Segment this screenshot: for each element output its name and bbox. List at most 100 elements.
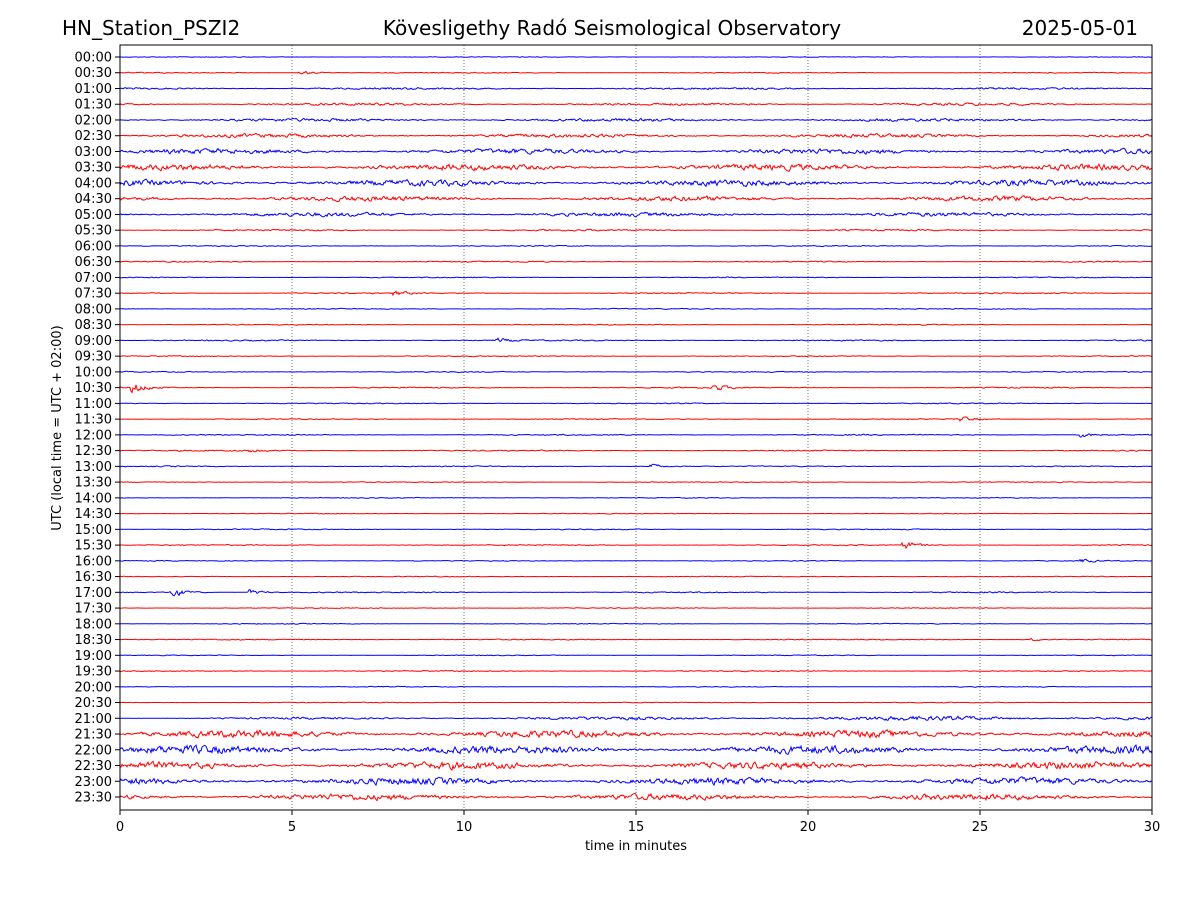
trace-0500 (119, 211, 1153, 218)
y-tick-label: 08:00 (75, 302, 112, 317)
trace-0730 (119, 290, 1153, 297)
y-tick-label: 11:30 (75, 413, 112, 428)
trace-0400 (119, 178, 1153, 188)
trace-1130 (120, 416, 1152, 422)
trace-2230 (119, 760, 1153, 771)
y-tick-label: 03:30 (75, 161, 112, 176)
y-tick-label: 09:00 (75, 334, 112, 349)
y-tick-label: 00:00 (75, 51, 112, 66)
trace-1900 (119, 654, 1153, 657)
trace-1830 (120, 637, 1153, 642)
y-tick-label: 02:30 (75, 129, 112, 144)
trace-2000 (119, 685, 1152, 688)
trace-1000 (119, 370, 1153, 374)
trace-1230 (120, 449, 1153, 453)
y-tick-label: 21:00 (75, 712, 112, 727)
y-tick-label: 10:30 (75, 381, 112, 396)
trace-1030 (119, 384, 1152, 394)
trace-2200 (119, 744, 1153, 756)
trace-0830 (120, 323, 1153, 326)
station-title: HN_Station_PSZI2 (62, 16, 240, 40)
trace-0000 (120, 56, 1153, 58)
y-tick-label: 19:00 (75, 649, 112, 664)
y-tick-label: 13:00 (75, 460, 112, 475)
y-tick-label: 23:30 (75, 791, 112, 806)
y-tick-label: 04:00 (75, 176, 112, 191)
trace-1600 (119, 558, 1153, 563)
trace-0230 (120, 132, 1153, 139)
y-tick-label: 22:30 (75, 759, 112, 774)
y-tick-label: 14:00 (75, 491, 112, 506)
trace-2130 (119, 729, 1153, 739)
trace-1400 (120, 496, 1152, 499)
trace-1330 (119, 481, 1153, 484)
y-tick-label: 22:00 (75, 743, 112, 758)
trace-1500 (119, 528, 1153, 531)
trace-0200 (119, 117, 1152, 122)
y-tick-label: 11:00 (75, 397, 112, 412)
trace-1430 (120, 512, 1153, 515)
y-tick-label: 02:00 (75, 113, 112, 128)
y-tick-label: 23:00 (75, 775, 112, 790)
trace-2030 (119, 701, 1152, 704)
y-tick-label: 20:00 (75, 680, 112, 695)
x-tick-label: 20 (800, 820, 817, 835)
y-tick-label: 00:30 (75, 66, 112, 81)
trace-0430 (119, 195, 1153, 203)
y-axis-label: UTC (local time = UTC + 02:00) (50, 325, 65, 530)
trace-0930 (119, 355, 1153, 358)
trace-0300 (119, 147, 1153, 155)
y-tick-label: 17:30 (75, 602, 112, 617)
trace-1800 (120, 622, 1153, 625)
trace-1530 (119, 541, 1153, 550)
trace-0800 (120, 307, 1152, 310)
y-tick-label: 16:30 (75, 570, 112, 585)
trace-1200 (119, 433, 1153, 438)
y-tick-label: 19:30 (75, 665, 112, 680)
y-tick-label: 15:00 (75, 523, 112, 538)
trace-1730 (120, 607, 1152, 610)
y-tick-label: 18:30 (75, 633, 112, 648)
trace-1630 (119, 575, 1153, 578)
y-tick-label: 16:00 (75, 554, 112, 569)
trace-2300 (119, 776, 1153, 787)
trace-1300 (120, 463, 1153, 468)
trace-1700 (119, 588, 1153, 597)
y-tick-label: 17:00 (75, 586, 112, 601)
trace-0030 (119, 70, 1153, 75)
y-tick-label: 15:30 (75, 539, 112, 554)
chart-title: Kövesligethy Radó Seismological Observat… (383, 16, 841, 40)
y-tick-label: 01:30 (75, 98, 112, 113)
trace-0630 (119, 260, 1153, 263)
y-tick-label: 14:30 (75, 507, 112, 522)
x-tick-label: 30 (1144, 820, 1161, 835)
trace-1930 (119, 669, 1153, 673)
y-tick-label: 09:30 (75, 350, 112, 365)
y-tick-label: 01:00 (75, 82, 112, 97)
y-tick-label: 05:30 (75, 224, 112, 239)
trace-0700 (119, 276, 1152, 279)
y-tick-label: 21:30 (75, 728, 112, 743)
trace-2100 (119, 715, 1153, 722)
y-tick-label: 13:30 (75, 476, 112, 491)
y-tick-label: 04:30 (75, 192, 112, 207)
trace-0530 (119, 228, 1153, 232)
x-tick-label: 25 (972, 820, 989, 835)
x-tick-label: 5 (288, 820, 296, 835)
trace-0900 (119, 337, 1153, 343)
y-tick-label: 06:30 (75, 255, 112, 270)
x-axis-label: time in minutes (585, 839, 687, 854)
date-title: 2025-05-01 (1022, 16, 1138, 40)
trace-0130 (119, 102, 1153, 107)
y-tick-label: 10:00 (75, 365, 112, 380)
y-tick-label: 08:30 (75, 318, 112, 333)
y-tick-label: 07:00 (75, 271, 112, 286)
y-tick-label: 18:00 (75, 617, 112, 632)
trace-1100 (119, 402, 1152, 405)
y-tick-label: 03:00 (75, 145, 112, 160)
trace-0330 (119, 163, 1153, 173)
y-tick-label: 12:30 (75, 444, 112, 459)
x-tick-label: 0 (116, 820, 124, 835)
y-tick-label: 05:00 (75, 208, 112, 223)
